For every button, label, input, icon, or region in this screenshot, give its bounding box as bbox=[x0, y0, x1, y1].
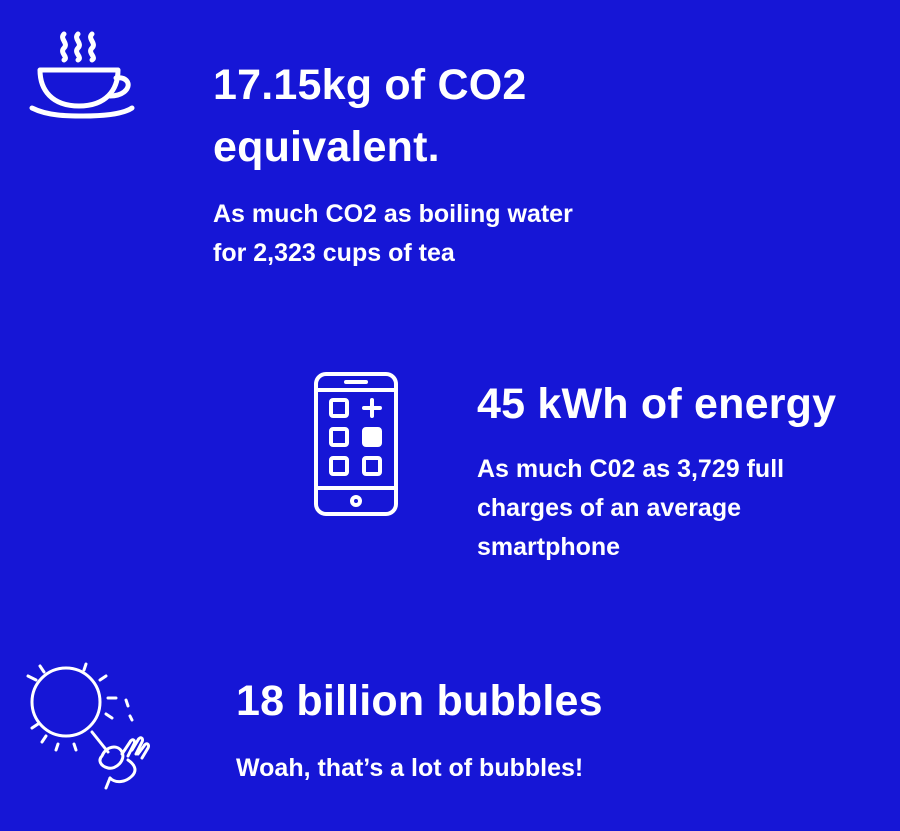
stat-energy-description: As much C02 as 3,729 full charges of an … bbox=[477, 455, 785, 561]
tea-cup-icon bbox=[28, 28, 138, 123]
stat-bubbles-description: Woah, that’s a lot of bubbles! bbox=[236, 754, 584, 782]
stat-bubbles-title: 18 billion bubbles bbox=[236, 677, 603, 725]
stat-tea-description: As much CO2 as boiling water for 2,323 c… bbox=[213, 200, 573, 267]
stat-tea-title: 17.15kg of CO2 equivalent. bbox=[213, 61, 527, 171]
bubble-wand-icon bbox=[26, 660, 161, 790]
smartphone-icon bbox=[312, 370, 400, 518]
stat-energy-title: 45 kWh of energy bbox=[477, 380, 837, 428]
